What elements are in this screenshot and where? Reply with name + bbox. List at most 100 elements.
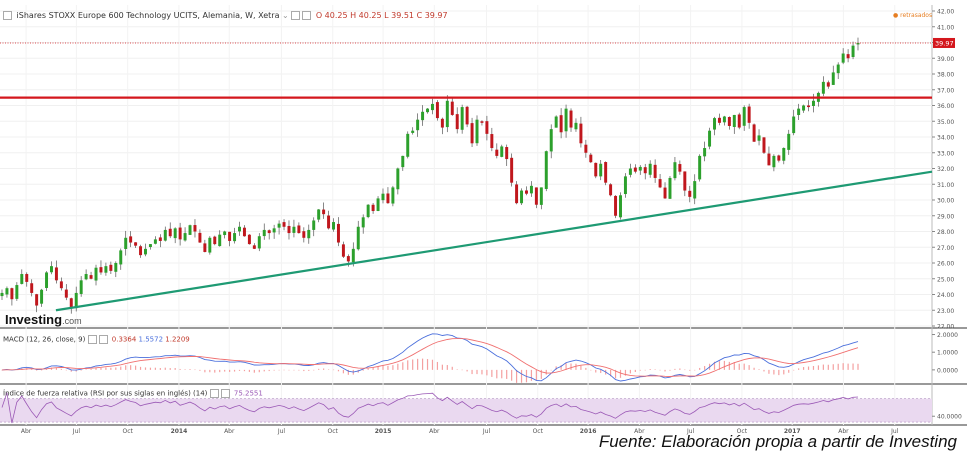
candle-body [257, 236, 261, 249]
rsi-tick-label: 40.0000 [937, 414, 962, 421]
candle-body [619, 195, 622, 218]
macd-histogram-bar [614, 369, 617, 379]
candle-body [683, 171, 687, 191]
macd-histogram-bar [753, 367, 755, 370]
macd-histogram-bar [214, 369, 216, 373]
time-tick-label: Abr [634, 428, 645, 435]
macd-histogram-bar [515, 369, 518, 383]
candle-body [856, 42, 860, 45]
close-icon[interactable] [302, 11, 312, 20]
macd-histogram-bar [219, 369, 221, 373]
candle-body [772, 155, 776, 168]
candle-body [465, 106, 469, 125]
macd-histogram-bar [382, 365, 384, 370]
rsi-line [1, 392, 859, 424]
time-tick-label: Abr [224, 428, 235, 435]
price-tick-label: 28.00 [937, 229, 954, 236]
candle-body [599, 163, 603, 177]
macd-histogram-bar [224, 369, 226, 372]
macd-histogram-bar [55, 367, 58, 370]
macd-histogram-bar [154, 367, 156, 370]
macd-histogram-bar [100, 367, 102, 370]
collapse-icon[interactable] [3, 11, 12, 20]
macd-histogram-bar [441, 364, 443, 370]
macd-histogram-bar [90, 369, 92, 370]
macd-histogram-bar [575, 363, 577, 370]
candle-body [114, 263, 118, 272]
macd-histogram-bar [832, 364, 834, 370]
macd-histogram-bar [619, 369, 622, 378]
candle-body [520, 190, 524, 204]
macd-histogram-bar [694, 369, 696, 371]
rsi-settings-icon[interactable] [209, 389, 219, 398]
macd-histogram-bar [288, 369, 290, 371]
time-tick-label: Jul [72, 428, 81, 435]
candle-body [673, 162, 677, 179]
candle-body [742, 107, 746, 126]
settings-icon[interactable] [291, 11, 301, 20]
macd-histogram-bar [639, 369, 641, 371]
macd-histogram-bar [110, 367, 112, 370]
macd-histogram-bar [733, 362, 735, 370]
candle-body [495, 149, 499, 156]
macd-value-signal: 1.2209 [165, 335, 190, 344]
candle-body [698, 155, 702, 180]
macd-settings-icon[interactable] [87, 335, 97, 344]
macd-histogram-bar [372, 367, 374, 370]
macd-tick-label: 1.0000 [937, 350, 958, 357]
macd-histogram-bar [555, 366, 557, 370]
macd-histogram-bar [40, 369, 43, 371]
time-tick-label: Abr [429, 428, 440, 435]
candle-body [406, 133, 410, 157]
time-tick-label: Jul [482, 428, 491, 435]
macd-histogram-bar [807, 366, 810, 370]
candle-body [426, 108, 430, 113]
candle-body [648, 163, 652, 175]
candle-body [371, 204, 375, 212]
price-tick-label: 22.00 [937, 324, 954, 331]
candle-body [703, 148, 707, 157]
candle-body [678, 164, 682, 172]
rsi-close-icon[interactable] [220, 389, 230, 398]
dropdown-icon[interactable]: ⌄ [282, 11, 292, 20]
price-tick-label: 37.00 [937, 87, 954, 94]
candle-body [54, 267, 58, 281]
candle-body [777, 155, 781, 161]
macd-histogram-bar [743, 363, 745, 370]
candle-body [134, 242, 138, 246]
candle-body [10, 288, 14, 300]
macd-histogram-bar [738, 363, 740, 370]
candle-body [158, 237, 162, 241]
candle-body [539, 187, 543, 205]
price-tick-label: 33.00 [937, 150, 954, 157]
candle-body [802, 105, 806, 111]
macd-histogram-bar [421, 358, 424, 370]
macd-histogram-bar [293, 369, 295, 371]
macd-histogram-bar [174, 368, 176, 370]
candle-body [69, 298, 73, 308]
candle-body [5, 288, 9, 295]
candle-body [15, 285, 19, 299]
candle-body [332, 222, 335, 230]
macd-histogram-bar [1, 369, 3, 371]
candle-body [643, 167, 647, 174]
candle-body [287, 225, 291, 234]
macd-histogram-bar [144, 367, 147, 370]
candle-body [84, 274, 88, 280]
candle-body [99, 267, 103, 273]
candle-body [173, 228, 177, 239]
price-tick-label: 35.00 [937, 119, 954, 126]
candle-body [609, 184, 613, 196]
macd-histogram-bar [65, 369, 67, 371]
macd-histogram-bar [817, 365, 820, 370]
macd-histogram-bar [723, 360, 726, 370]
macd-close-icon[interactable] [98, 335, 108, 344]
macd-histogram-bar [496, 369, 498, 379]
investing-logo: Investing.com [5, 312, 82, 327]
macd-histogram-bar [36, 369, 38, 371]
macd-histogram-bar [580, 365, 582, 370]
candle-body [797, 108, 801, 116]
macd-histogram-bar [570, 363, 572, 370]
macd-histogram-bar [669, 369, 671, 371]
